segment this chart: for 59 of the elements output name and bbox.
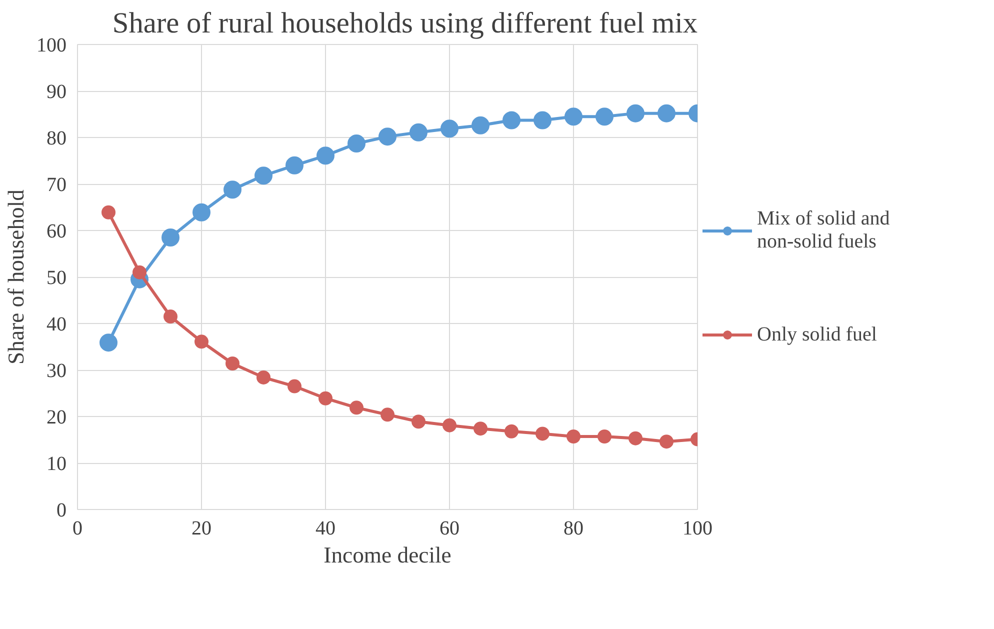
chart-title: Share of rural households using different fuel mix: [112, 8, 698, 40]
point: [596, 108, 614, 126]
point: [164, 310, 178, 324]
point: [378, 128, 396, 146]
point: [658, 104, 676, 122]
y-tick-label: 90: [46, 81, 66, 103]
legend-label: Only solid fuel: [757, 323, 877, 346]
y-tick-label: 100: [36, 34, 66, 56]
point: [224, 180, 242, 199]
point: [288, 379, 302, 394]
point: [598, 430, 612, 444]
point: [318, 391, 332, 406]
point: [412, 414, 426, 429]
legend-label: Mix of solid and non-solid fuels: [757, 207, 890, 253]
point: [504, 424, 518, 438]
point: [286, 156, 304, 174]
point: [350, 400, 364, 415]
y-tick-label: 20: [46, 406, 66, 428]
point: [536, 426, 550, 441]
point: [132, 265, 146, 280]
y-tick-label: 0: [56, 500, 66, 522]
point: [566, 430, 580, 444]
point: [100, 334, 118, 352]
point: [502, 111, 520, 130]
x-tick-label: 60: [440, 518, 460, 540]
point: [162, 228, 180, 246]
y-tick-label: 60: [46, 220, 66, 242]
point: [316, 146, 334, 165]
x-tick-label: 0: [72, 518, 82, 540]
point: [472, 116, 490, 134]
point: [102, 205, 116, 220]
y-tick-label: 40: [46, 314, 66, 336]
y-tick-label: 70: [46, 174, 66, 196]
point: [226, 356, 240, 370]
x-tick-label: 80: [564, 518, 584, 540]
point: [348, 134, 366, 153]
point: [192, 203, 210, 222]
y-tick-label: 50: [46, 267, 66, 289]
y-tick-label: 10: [46, 453, 66, 475]
point: [194, 334, 208, 349]
x-tick-label: 20: [192, 518, 212, 540]
y-tick-label: 80: [46, 128, 66, 150]
point: [254, 166, 272, 185]
x-axis-title: Income decile: [324, 542, 452, 568]
point: [474, 422, 488, 436]
point: [626, 104, 644, 122]
y-axis-title: Share of household: [4, 188, 28, 364]
x-tick-label: 100: [682, 518, 712, 540]
point: [410, 123, 428, 142]
y-tick-label: 30: [46, 360, 66, 382]
point: [534, 111, 552, 130]
point: [628, 431, 642, 446]
point: [564, 108, 582, 126]
point: [440, 120, 458, 138]
point: [256, 370, 270, 384]
point: [380, 408, 394, 422]
point: [442, 418, 456, 432]
point: [660, 434, 674, 449]
x-tick-label: 40: [316, 518, 336, 540]
